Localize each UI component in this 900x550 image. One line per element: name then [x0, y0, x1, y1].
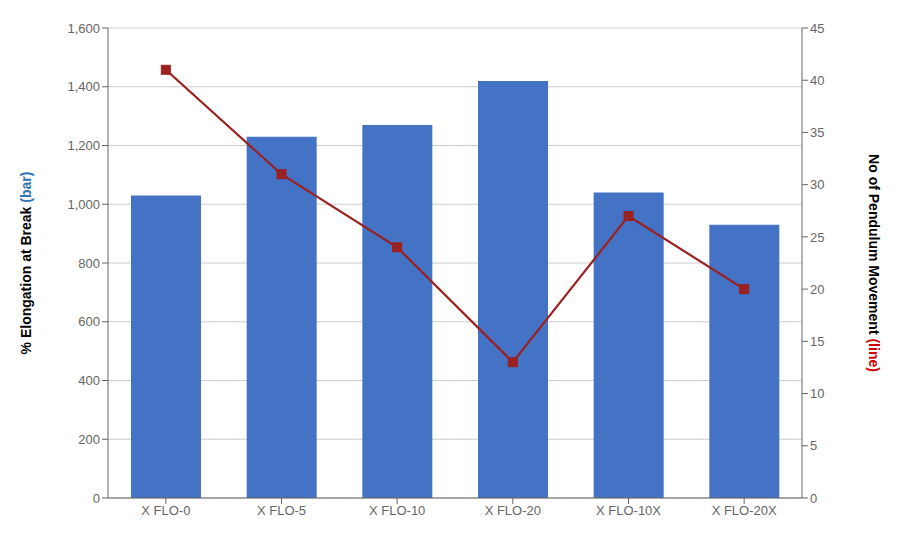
svg-text:10: 10 [810, 386, 824, 401]
svg-text:40: 40 [810, 73, 824, 88]
svg-text:30: 30 [810, 177, 824, 192]
html-text:(line): (line) [866, 334, 882, 372]
svg-text:X FLO-5: X FLO-5 [257, 503, 306, 518]
svg-text:1,200: 1,200 [67, 138, 100, 153]
svg-text:X FLO-20X: X FLO-20X [712, 503, 777, 518]
svg-text:200: 200 [78, 432, 100, 447]
svg-text:1,000: 1,000 [67, 197, 100, 212]
svg-text:25: 25 [810, 230, 824, 245]
svg-text:400: 400 [78, 373, 100, 388]
svg-text:1,400: 1,400 [67, 79, 100, 94]
svg-text:X FLO-10: X FLO-10 [369, 503, 425, 518]
svg-text:5: 5 [810, 438, 817, 453]
svg-text:15: 15 [810, 334, 824, 349]
svg-text:0: 0 [810, 491, 817, 506]
svg-text:X FLO-20: X FLO-20 [485, 503, 541, 518]
svg-text:0: 0 [93, 491, 100, 506]
svg-text:600: 600 [78, 314, 100, 329]
svg-text:X FLO-10X: X FLO-10X [596, 503, 661, 518]
html-text:% Elongation at Break: % Elongation at Break [18, 206, 34, 355]
svg-text:45: 45 [810, 21, 824, 36]
svg-text:1,600: 1,600 [67, 21, 100, 36]
svg-text:35: 35 [810, 125, 824, 140]
svg-text:X FLO-0: X FLO-0 [141, 503, 190, 518]
html-text:(bar): (bar) [18, 171, 34, 207]
svg-text:20: 20 [810, 282, 824, 297]
svg-text:800: 800 [78, 256, 100, 271]
html-text:No of Pendulum Movement: No of Pendulum Movement [866, 154, 882, 335]
